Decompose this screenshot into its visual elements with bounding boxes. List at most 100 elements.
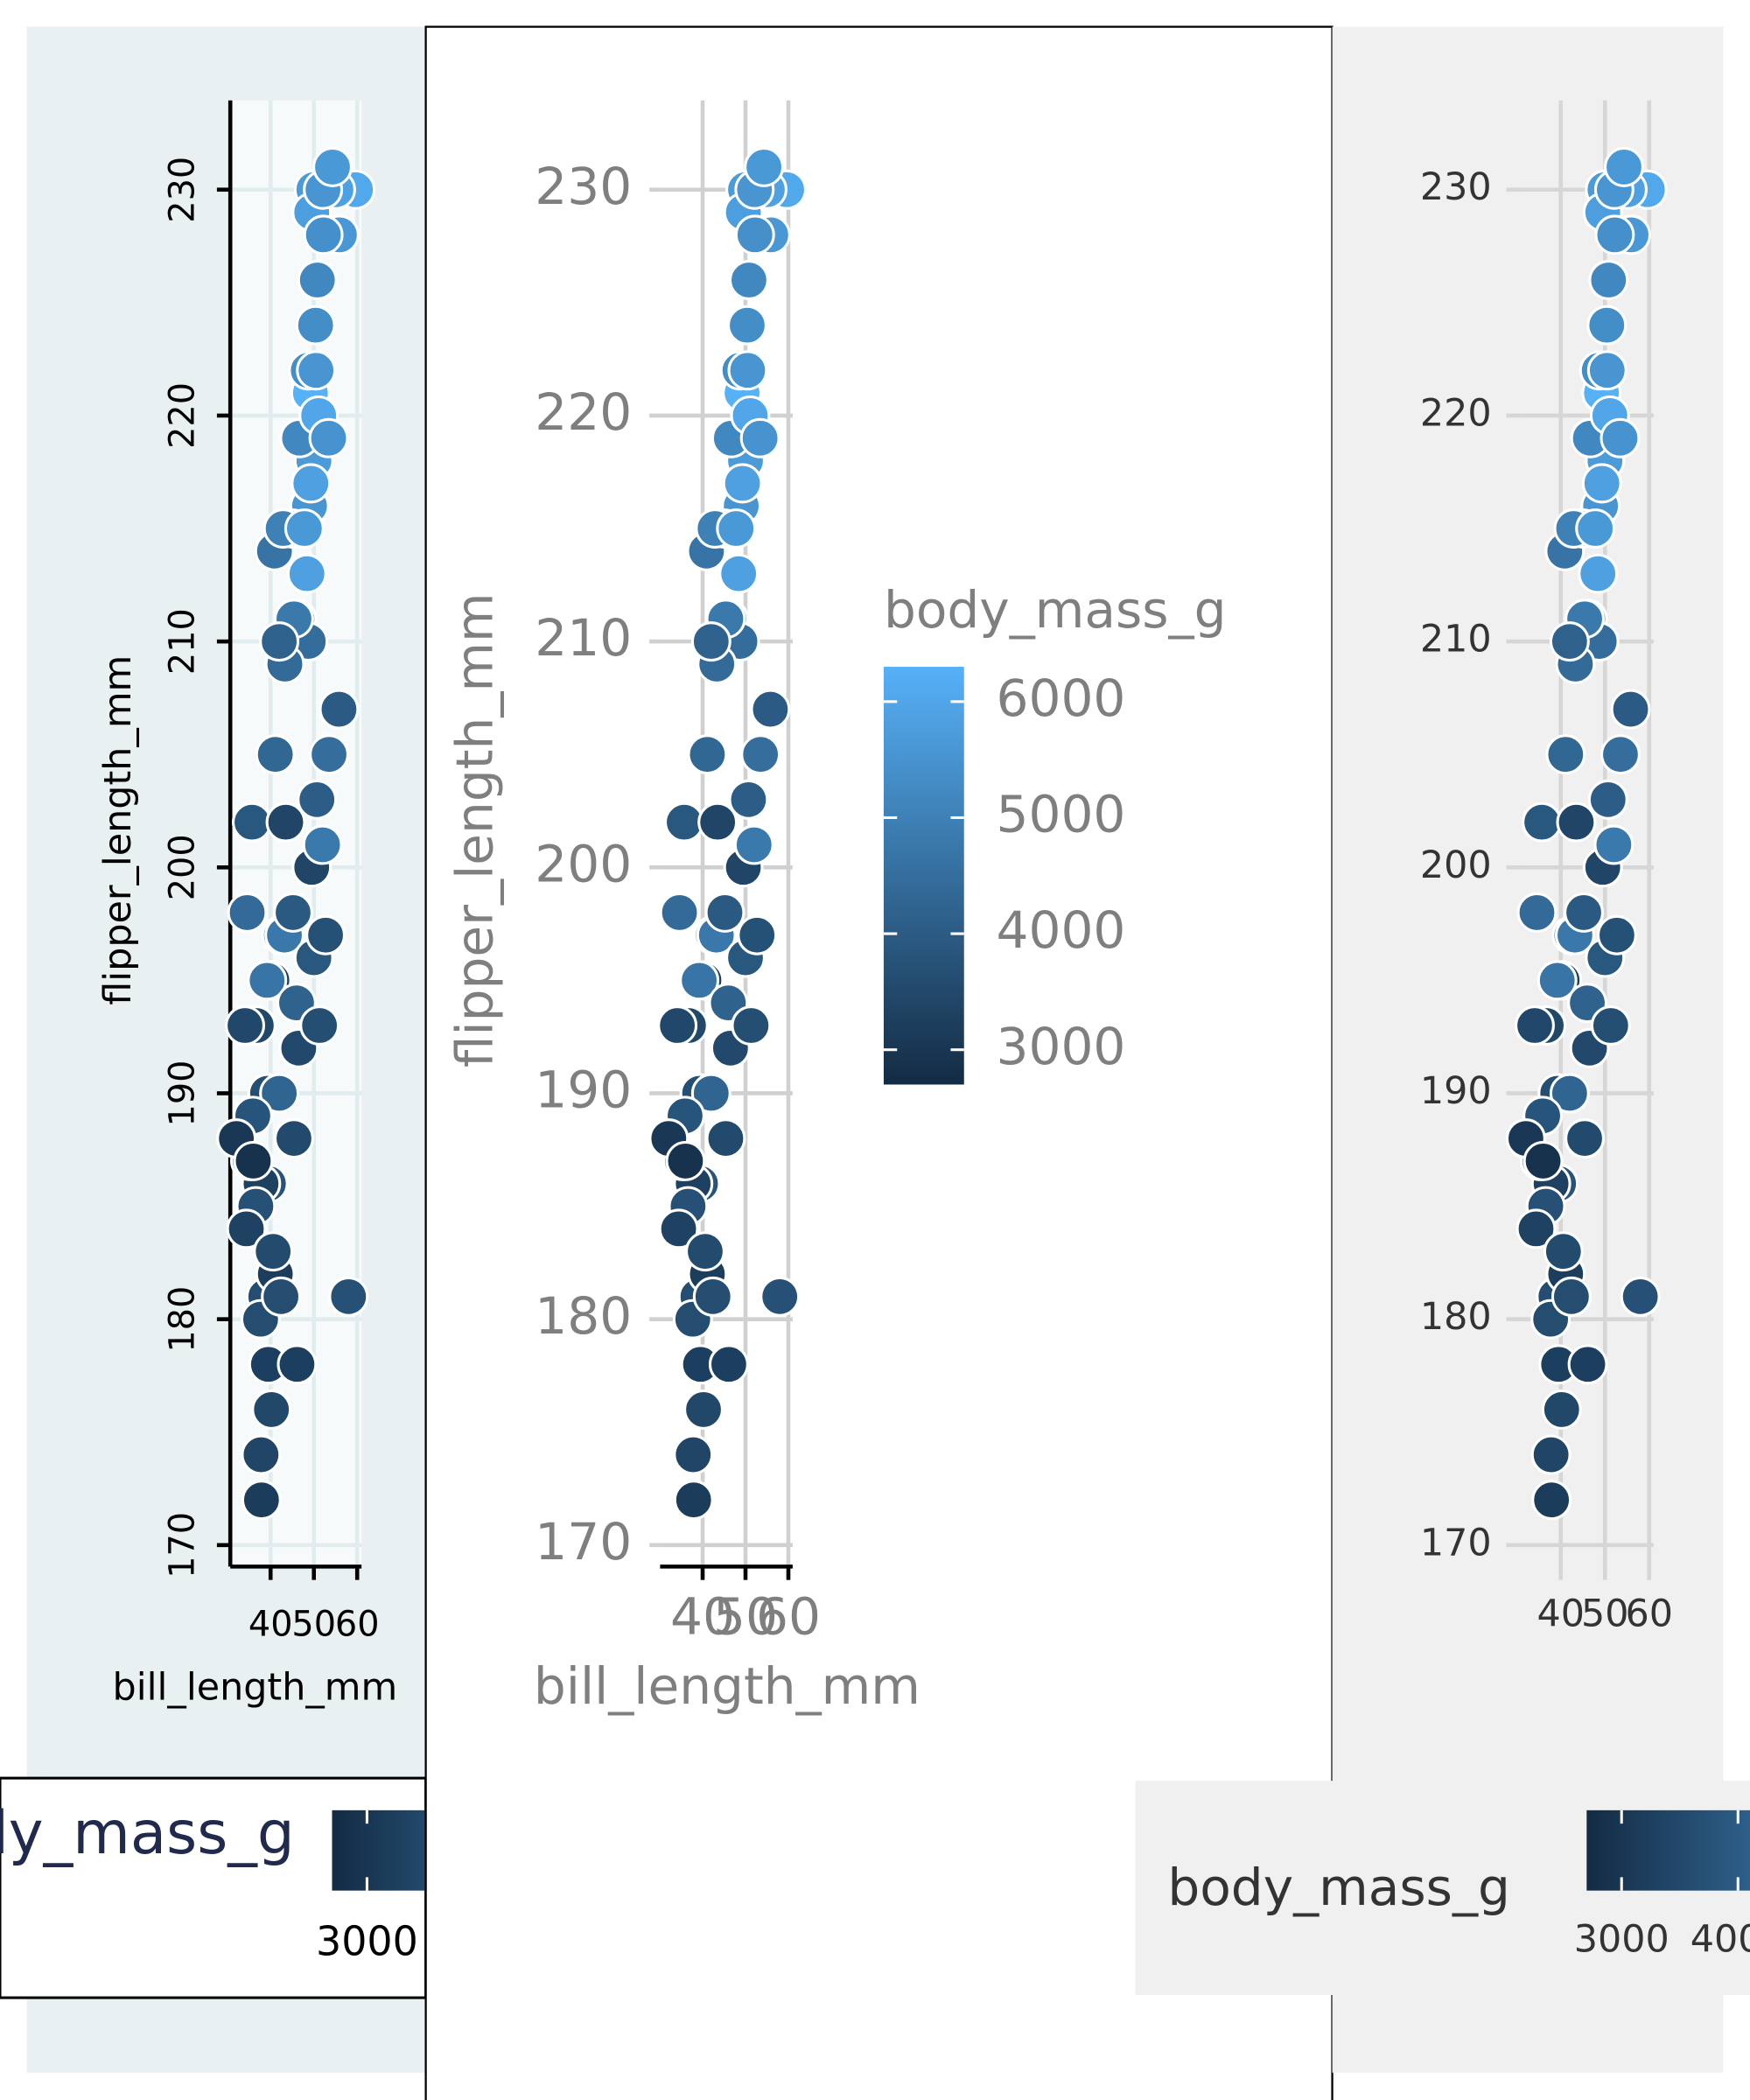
y-tick-label: 180 bbox=[1420, 1295, 1492, 1339]
y-tick-label: 230 bbox=[1420, 165, 1492, 209]
point bbox=[731, 1005, 772, 1046]
point bbox=[704, 892, 746, 933]
point bbox=[1578, 553, 1619, 594]
point bbox=[687, 734, 728, 775]
point bbox=[1549, 621, 1590, 662]
y-tick-label: 220 bbox=[163, 382, 203, 449]
point bbox=[728, 260, 769, 300]
point bbox=[265, 802, 306, 843]
point bbox=[273, 1118, 314, 1159]
point bbox=[727, 304, 767, 346]
panel-background bbox=[1332, 26, 1724, 2073]
point bbox=[658, 1208, 699, 1250]
point bbox=[259, 1073, 300, 1114]
x-tick-label: 60 bbox=[756, 1587, 821, 1647]
legend-label: 6000 bbox=[996, 668, 1125, 728]
point bbox=[692, 1276, 733, 1317]
point bbox=[296, 350, 337, 391]
point bbox=[1516, 1208, 1557, 1250]
point bbox=[1596, 914, 1637, 956]
point bbox=[697, 802, 738, 843]
x-axis-title: bill_length_mm bbox=[113, 1666, 398, 1710]
point bbox=[1530, 1434, 1572, 1475]
y-tick-label: 230 bbox=[163, 157, 203, 223]
point bbox=[259, 621, 300, 662]
point bbox=[1567, 1344, 1608, 1385]
y-tick-label: 210 bbox=[1420, 618, 1492, 662]
point bbox=[733, 824, 774, 865]
y-axis-title: flipper_length_mm bbox=[444, 592, 504, 1068]
point bbox=[760, 1276, 801, 1317]
x-axis-title: bill_length_mm bbox=[534, 1656, 920, 1716]
point bbox=[247, 960, 288, 1001]
point bbox=[744, 146, 785, 187]
point bbox=[226, 1208, 267, 1250]
y-tick-label: 180 bbox=[535, 1286, 632, 1346]
legend-label: 3000 bbox=[996, 1017, 1125, 1076]
point bbox=[290, 463, 332, 504]
point bbox=[690, 621, 732, 662]
point bbox=[1549, 1073, 1590, 1114]
point bbox=[1610, 689, 1651, 730]
colorbar bbox=[883, 667, 964, 1085]
point bbox=[1531, 1480, 1572, 1521]
point bbox=[1556, 802, 1597, 843]
y-tick-label: 190 bbox=[163, 1060, 203, 1127]
point bbox=[305, 914, 346, 956]
point bbox=[727, 350, 768, 391]
point bbox=[231, 802, 272, 843]
point bbox=[1515, 1005, 1555, 1046]
point bbox=[1620, 1276, 1661, 1317]
panel: 170180190200210220230405060flipper_lengt… bbox=[0, 26, 767, 2073]
point bbox=[1550, 1276, 1592, 1317]
point bbox=[659, 892, 700, 933]
legend-label: 4000 bbox=[996, 900, 1125, 960]
point bbox=[1541, 1389, 1582, 1430]
point bbox=[261, 1276, 302, 1317]
point bbox=[328, 1276, 369, 1317]
point bbox=[241, 1434, 282, 1475]
legend-title: body_mass_g bbox=[884, 580, 1227, 640]
point bbox=[253, 1231, 294, 1272]
point bbox=[734, 214, 775, 256]
point bbox=[737, 914, 778, 956]
point bbox=[297, 779, 338, 820]
point bbox=[673, 1480, 714, 1521]
point bbox=[683, 1389, 724, 1430]
legend-label: 5000 bbox=[996, 785, 1125, 844]
point bbox=[1575, 508, 1616, 549]
x-tick-label: 50 bbox=[1581, 1592, 1629, 1635]
point bbox=[295, 304, 336, 346]
point bbox=[728, 779, 769, 820]
point bbox=[657, 1005, 698, 1046]
y-axis-title: flipper_length_mm bbox=[96, 655, 140, 1005]
point bbox=[1600, 417, 1641, 458]
point bbox=[718, 553, 760, 594]
x-tick-label: 40 bbox=[248, 1605, 293, 1645]
point bbox=[318, 689, 360, 730]
point bbox=[1516, 892, 1558, 933]
point bbox=[679, 960, 720, 1001]
point bbox=[1587, 779, 1628, 820]
point bbox=[1564, 1118, 1605, 1159]
y-tick-label: 170 bbox=[163, 1512, 203, 1578]
x-tick-label: 60 bbox=[1626, 1592, 1673, 1635]
point bbox=[722, 463, 763, 504]
point bbox=[286, 553, 327, 594]
y-tick-label: 200 bbox=[1420, 844, 1492, 887]
legend-title: body_mass_g bbox=[1167, 1858, 1510, 1917]
x-tick-label: 60 bbox=[335, 1605, 380, 1645]
point bbox=[664, 802, 704, 843]
y-tick-label: 180 bbox=[163, 1286, 203, 1353]
y-tick-label: 230 bbox=[535, 157, 632, 216]
point bbox=[233, 1140, 274, 1181]
point bbox=[225, 1005, 265, 1046]
y-tick-label: 190 bbox=[1420, 1069, 1492, 1113]
y-tick-label: 210 bbox=[163, 608, 203, 675]
point bbox=[750, 689, 791, 730]
y-tick-label: 170 bbox=[535, 1512, 632, 1572]
point bbox=[1588, 260, 1629, 300]
